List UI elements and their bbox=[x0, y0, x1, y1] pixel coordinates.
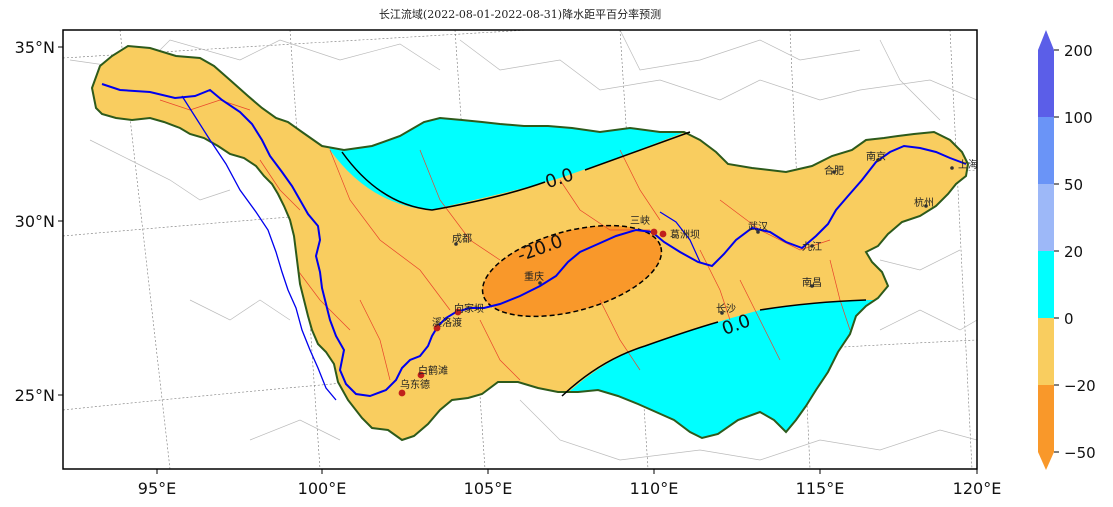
x-tick-110: 110°E bbox=[630, 479, 679, 498]
colorbar-extend-top bbox=[1038, 30, 1054, 50]
svg-text:乌东德: 乌东德 bbox=[400, 378, 430, 391]
river-tributary-upper bbox=[181, 95, 337, 401]
city-xiluodu: 溪洛渡 bbox=[432, 316, 462, 332]
svg-text:成都: 成都 bbox=[452, 233, 472, 245]
city-gezhouba: 葛洲坝 bbox=[659, 228, 700, 241]
colorbar-extend-bottom bbox=[1038, 452, 1054, 470]
svg-text:葛洲坝: 葛洲坝 bbox=[670, 228, 700, 241]
map-frame bbox=[62, 29, 978, 470]
city-markers: 成都 重庆 三峡 葛洲坝 武汉 合肥 南京 上海 杭州 南昌 长沙 九江 向家坝… bbox=[398, 150, 978, 397]
city-wudongde: 乌东德 bbox=[398, 378, 430, 397]
city-shanghai: 上海 bbox=[950, 158, 978, 171]
svg-text:九江: 九江 bbox=[802, 241, 822, 253]
colorbar-segment-100-200 bbox=[1038, 50, 1054, 117]
svg-text:白鹤滩: 白鹤滩 bbox=[418, 364, 448, 377]
colorbar-tick-neg20: −20 bbox=[1064, 377, 1096, 395]
x-tick-115: 115°E bbox=[796, 479, 845, 498]
contour-zero-south bbox=[561, 299, 867, 397]
colorbar-segment-50-100 bbox=[1038, 117, 1054, 184]
svg-text:武汉: 武汉 bbox=[748, 220, 768, 233]
city-chongqing: 重庆 bbox=[524, 270, 544, 285]
city-nanjing: 南京 bbox=[866, 150, 886, 163]
city-hefei: 合肥 bbox=[824, 164, 844, 177]
contour-zero-north bbox=[341, 131, 691, 211]
svg-text:长沙: 长沙 bbox=[716, 303, 736, 315]
city-xiangjiaba: 向家坝 bbox=[454, 302, 484, 316]
colorbar-segment-20-50 bbox=[1038, 184, 1054, 251]
river-tributary-han bbox=[659, 211, 701, 263]
province-lines bbox=[69, 30, 977, 461]
map-title: 长江流域(2022-08-01-2022-08-31)降水距平百分率预测 bbox=[378, 8, 662, 21]
svg-text:向家坝: 向家坝 bbox=[454, 302, 484, 315]
x-tick-105: 105°E bbox=[464, 479, 513, 498]
svg-text:三峡: 三峡 bbox=[630, 214, 650, 227]
city-nanchang: 南昌 bbox=[802, 276, 822, 289]
city-changsha: 长沙 bbox=[716, 303, 736, 315]
colorbar-tick-20: 20 bbox=[1064, 243, 1083, 261]
city-hangzhou: 杭州 bbox=[914, 196, 934, 209]
svg-text:合肥: 合肥 bbox=[824, 164, 844, 177]
svg-text:上海: 上海 bbox=[958, 158, 978, 171]
city-jiujiang: 九江 bbox=[802, 241, 822, 253]
colorbar-segment-neg20-0 bbox=[1038, 318, 1054, 385]
city-chengdu: 成都 bbox=[452, 233, 472, 246]
svg-text:溪洛渡: 溪洛渡 bbox=[432, 316, 462, 329]
colorbar-tick-200: 200 bbox=[1064, 42, 1093, 60]
colorbar: 200 100 50 20 0 −20 −50 bbox=[1038, 30, 1096, 470]
x-tick-95: 95°E bbox=[138, 479, 176, 498]
basin-outline bbox=[90, 44, 970, 442]
yangtze-river bbox=[101, 83, 967, 398]
axis-ticks bbox=[58, 46, 978, 474]
svg-text:南京: 南京 bbox=[866, 150, 886, 163]
colorbar-tick-0: 0 bbox=[1064, 310, 1074, 328]
colorbar-tick-100: 100 bbox=[1064, 109, 1093, 127]
city-baihetan: 白鹤滩 bbox=[417, 364, 448, 379]
y-tick-25: 25°N bbox=[15, 386, 55, 405]
city-wuhan: 武汉 bbox=[748, 220, 768, 234]
svg-text:重庆: 重庆 bbox=[524, 270, 544, 283]
city-sanxia: 三峡 bbox=[630, 214, 658, 236]
contour-neg20 bbox=[481, 224, 663, 318]
colorbar-tick-50: 50 bbox=[1064, 176, 1083, 194]
x-tick-100: 100°E bbox=[298, 479, 347, 498]
x-tick-120: 120°E bbox=[953, 479, 1002, 498]
svg-text:杭州: 杭州 bbox=[914, 196, 934, 209]
colorbar-segment-neg50-neg20 bbox=[1038, 385, 1054, 452]
y-tick-30: 30°N bbox=[15, 212, 55, 231]
svg-text:南昌: 南昌 bbox=[802, 276, 822, 289]
colorbar-tick-neg50: −50 bbox=[1064, 444, 1096, 462]
y-tick-35: 35°N bbox=[15, 38, 55, 57]
colorbar-segment-0-20 bbox=[1038, 251, 1054, 318]
